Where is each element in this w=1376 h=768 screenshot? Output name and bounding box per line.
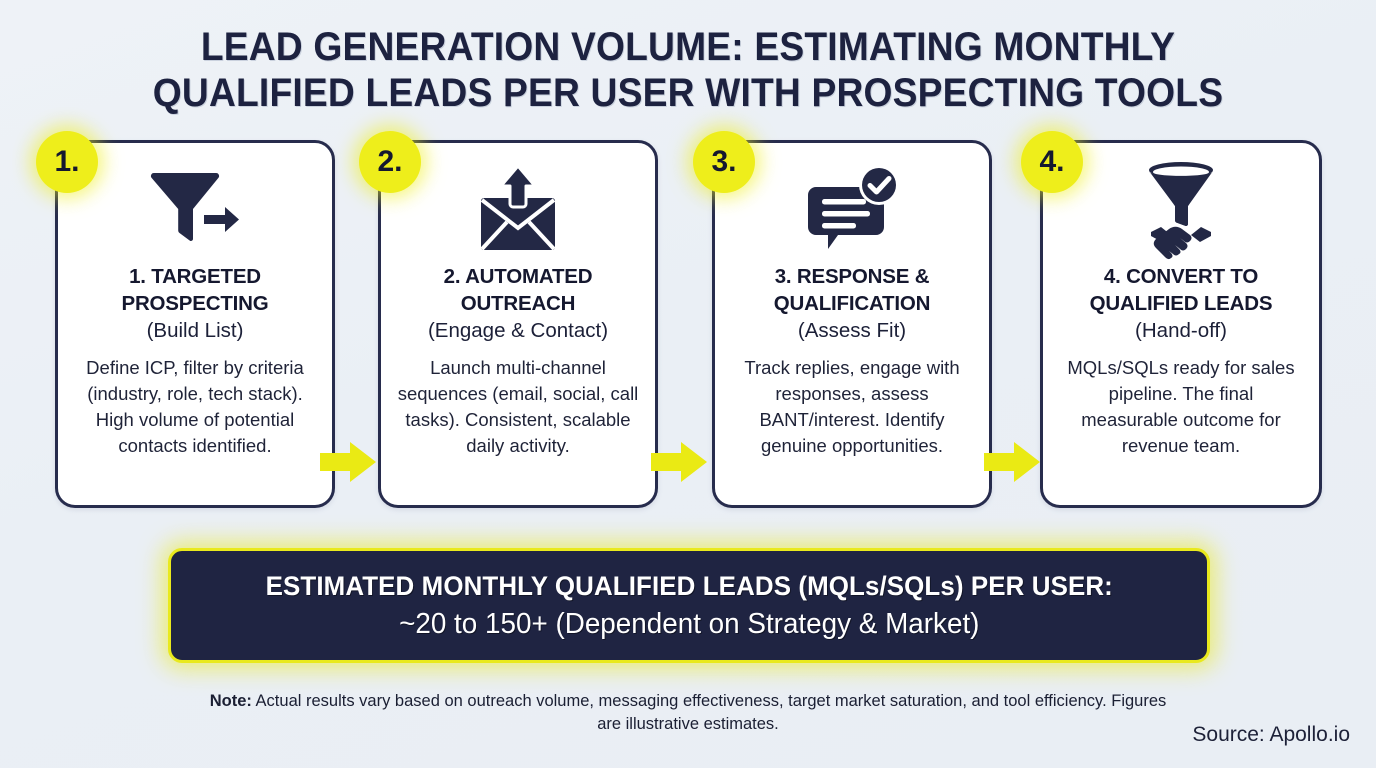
- step-body-4: MQLs/SQLs ready for sales pipeline. The …: [1067, 357, 1295, 456]
- step-badge-2: 2.: [359, 131, 421, 193]
- footnote-label: Note:: [209, 692, 252, 710]
- envelope-send-icon: [381, 157, 655, 263]
- step-body-1: Define ICP, filter by criteria (industry…: [86, 357, 304, 456]
- step-subtitle-4: (Hand-off): [1135, 319, 1227, 342]
- footnote: Note: Actual results vary based on outre…: [200, 690, 1176, 736]
- step-subtitle-3: (Assess Fit): [797, 319, 907, 342]
- step-subtitle-2: (Engage & Contact): [427, 319, 609, 342]
- step-body-2: Launch multi-channel sequences (email, s…: [397, 357, 639, 456]
- step-subtitle-1: (Build List): [146, 319, 244, 342]
- summary-banner: ESTIMATED MONTHLY QUALIFIED LEADS (MQLs/…: [168, 548, 1210, 663]
- step-card-4[interactable]: 4. 4. CONVERT TO QUALIFIED LEADS (Hand-o…: [1021, 131, 1322, 508]
- page-title-line-2: QUALIFIED LEADS PER USER WITH PROSPECTIN…: [152, 71, 1224, 115]
- process-steps-row: 1. 1. TARGETED PROSPECTING (Build List) …: [0, 131, 1376, 512]
- step-badge-4: 4.: [1021, 131, 1083, 193]
- funnel-arrow-icon: [58, 157, 332, 263]
- step-title-3: 3. RESPONSE & QUALIFICATION: [773, 265, 931, 315]
- page-title: LEAD GENERATION VOLUME: ESTIMATING MONTH…: [0, 24, 1376, 116]
- arrow-right-icon: [651, 440, 709, 484]
- step-card-3[interactable]: 3. 3. RESPONSE & QUALIFICATION (Assess F…: [693, 131, 992, 508]
- step-badge-1: 1.: [36, 131, 98, 193]
- summary-banner-line-1: ESTIMATED MONTHLY QUALIFIED LEADS (MQLs/…: [265, 570, 1113, 601]
- summary-banner-line-2: ~20 to 150+ (Dependent on Strategy & Mar…: [398, 607, 980, 640]
- step-card-1[interactable]: 1. 1. TARGETED PROSPECTING (Build List) …: [36, 131, 335, 508]
- footnote-text: Actual results vary based on outreach vo…: [251, 692, 1167, 733]
- arrow-right-icon: [320, 440, 378, 484]
- step-title-2: 2. AUTOMATED OUTREACH: [443, 265, 593, 315]
- page-title-line-1: LEAD GENERATION VOLUME: ESTIMATING MONTH…: [200, 25, 1176, 69]
- step-body-3: Track replies, engage with responses, as…: [744, 357, 960, 456]
- chat-check-icon: [715, 157, 989, 263]
- step-badge-3: 3.: [693, 131, 755, 193]
- arrow-right-icon: [984, 440, 1042, 484]
- step-title-4: 4. CONVERT TO QUALIFIED LEADS: [1089, 265, 1273, 315]
- step-card-2[interactable]: 2. 2. AUTOMATED OUTREACH (Engage & Conta…: [359, 131, 658, 508]
- source-attribution: Source: Apollo.io: [1192, 723, 1350, 746]
- funnel-handshake-icon: [1043, 157, 1319, 263]
- step-title-1: 1. TARGETED PROSPECTING: [121, 265, 269, 315]
